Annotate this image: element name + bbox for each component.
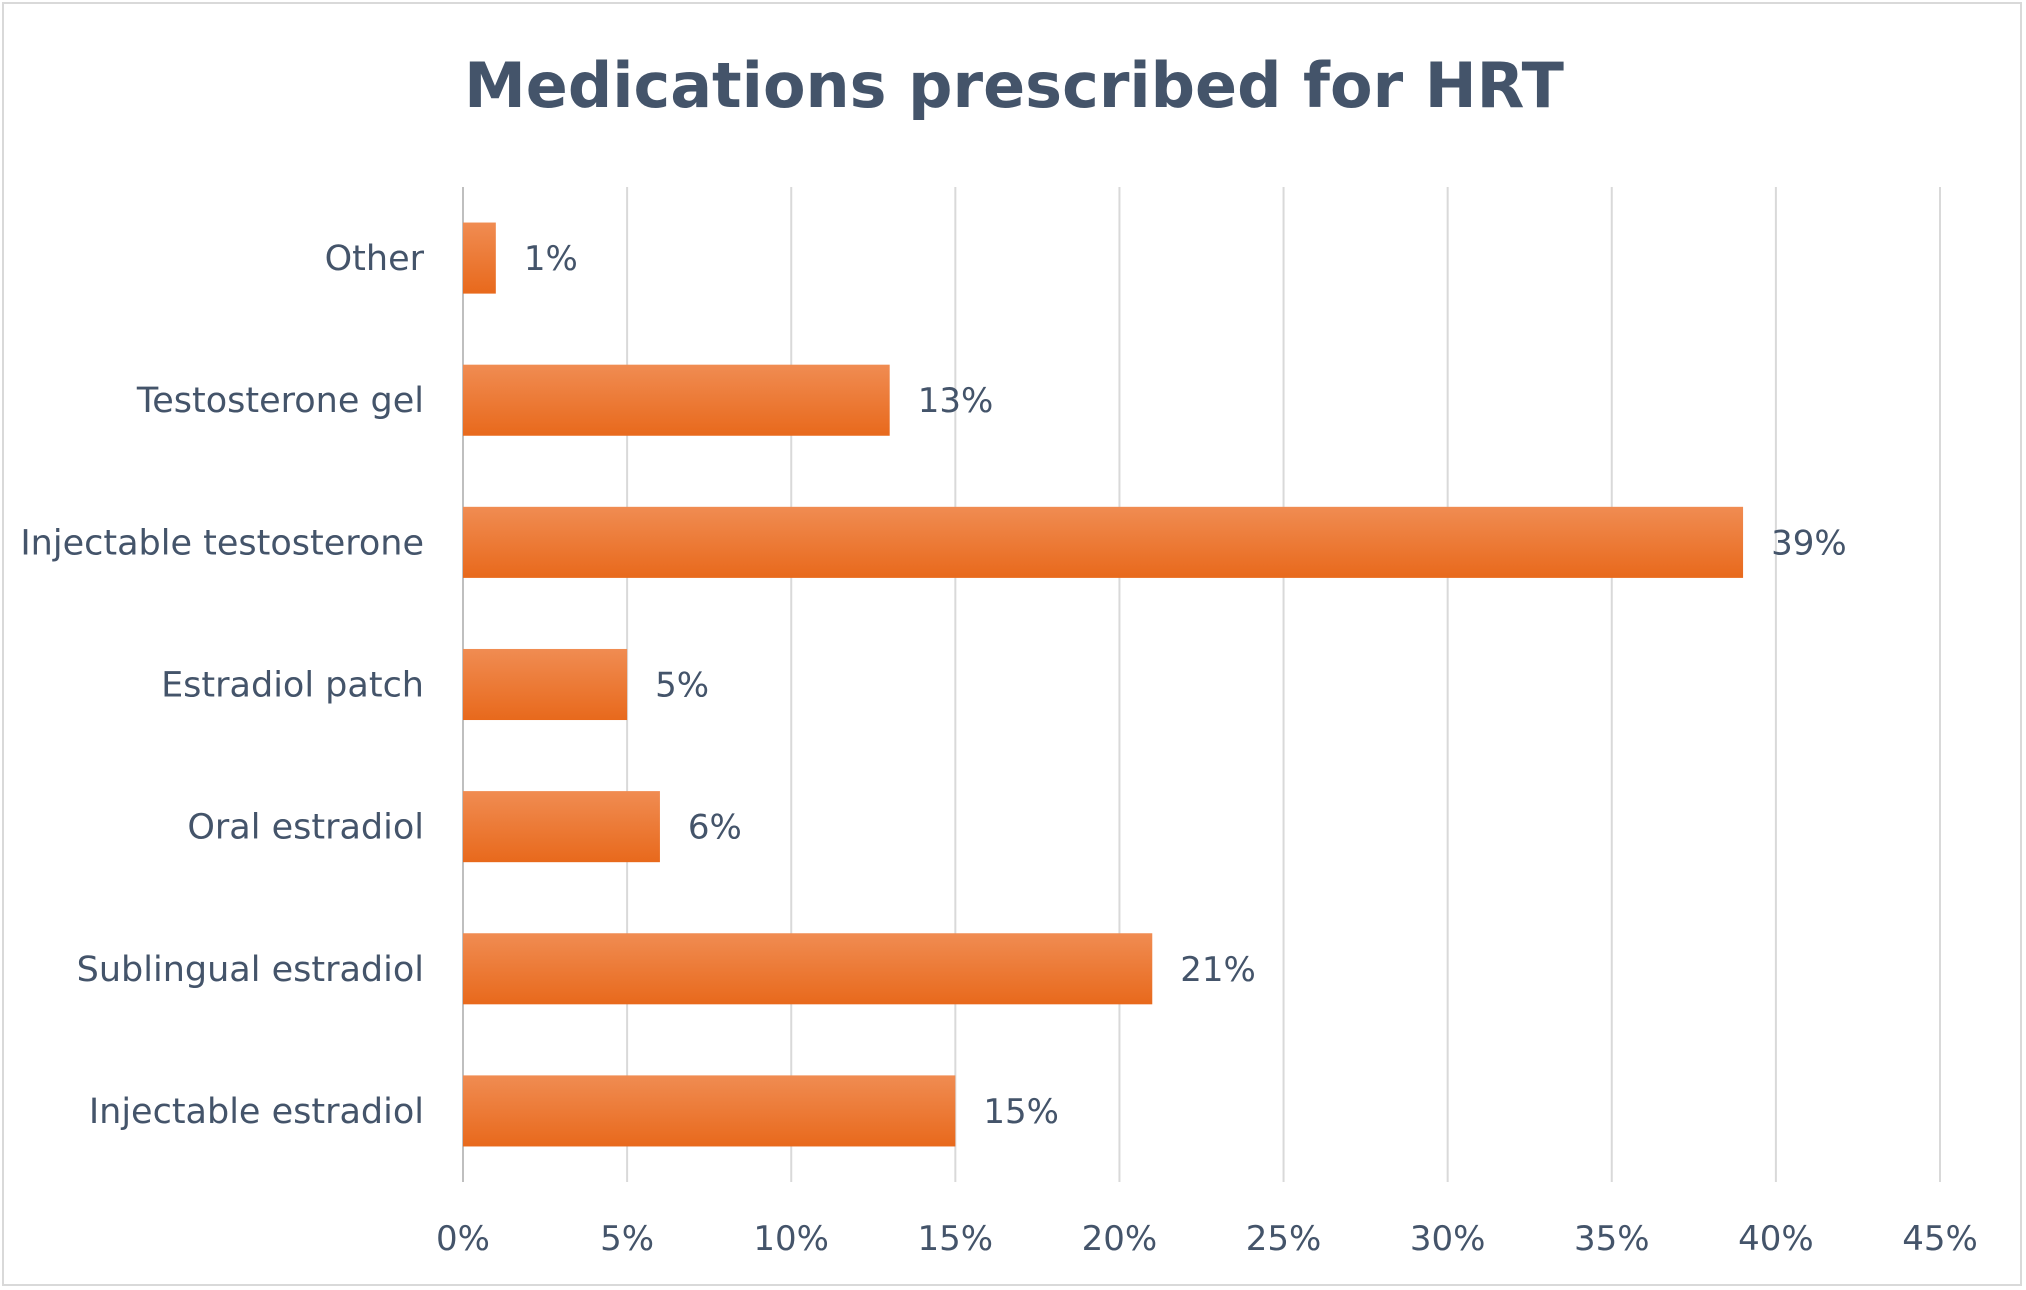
category-label: Estradiol patch (161, 666, 424, 706)
data-label: 13% (918, 381, 994, 421)
category-label: Oral estradiol (187, 808, 424, 848)
bar-other (463, 222, 496, 294)
data-label: 15% (983, 1092, 1059, 1132)
data-label: 39% (1771, 523, 1847, 563)
x-tick-label: 20% (1082, 1219, 1158, 1259)
category-labels: Other Testosterone gel Injectable testoste… (20, 239, 424, 1132)
data-label: 5% (655, 666, 709, 706)
category-label: Injectable testosterone (20, 523, 424, 563)
bar-injectable-testosterone (463, 506, 1744, 578)
x-tick-label: 45% (1902, 1219, 1978, 1259)
x-tick-label: 25% (1246, 1219, 1322, 1259)
bar-testosterone-gel (463, 364, 890, 436)
category-label: Sublingual estradiol (77, 950, 424, 990)
x-axis-tick-labels: 0% 5% 10% 15% 20% 25% 30% 35% 40% 45% (436, 1219, 1978, 1259)
x-tick-label: 40% (1738, 1219, 1814, 1259)
x-tick-label: 0% (436, 1219, 490, 1259)
data-label: 21% (1180, 950, 1256, 990)
data-label: 1% (524, 239, 578, 279)
category-label: Injectable estradiol (89, 1092, 424, 1132)
data-labels: 1% 13% 39% 5% 6% 21% 15% (524, 239, 1847, 1132)
x-tick-label: 5% (600, 1219, 654, 1259)
bar-injectable-estradiol (463, 1075, 956, 1147)
data-label: 6% (688, 808, 742, 848)
bars (463, 222, 1744, 1147)
x-tick-label: 30% (1410, 1219, 1486, 1259)
x-tick-label: 15% (918, 1219, 994, 1259)
bar-oral-estradiol (463, 791, 660, 863)
chart-title: Medications prescribed for HRT (464, 49, 1564, 122)
bar-estradiol-patch (463, 648, 628, 721)
category-label: Testosterone gel (136, 381, 424, 421)
gridlines (462, 187, 1941, 1182)
category-label: Other (325, 239, 425, 279)
bar-sublingual-estradiol (463, 933, 1153, 1005)
x-tick-label: 10% (753, 1219, 829, 1259)
x-tick-label: 35% (1574, 1219, 1650, 1259)
bar-chart: Medications prescribed for HRT Other Test… (20, 49, 1978, 1259)
